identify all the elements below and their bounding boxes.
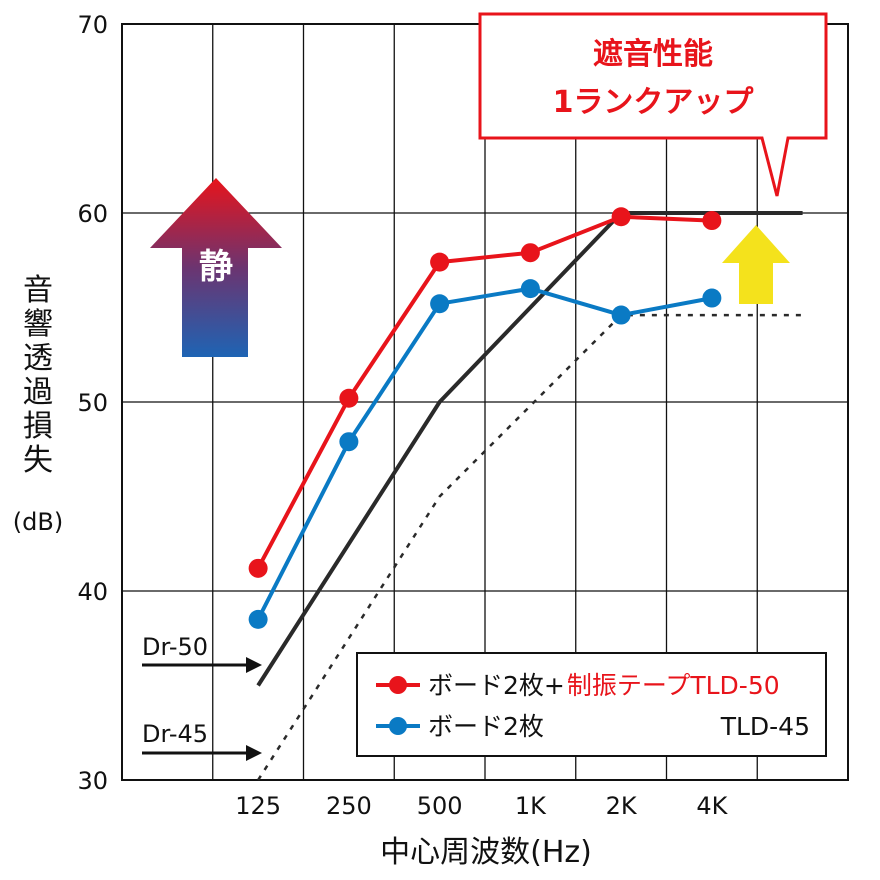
y-tick-label: 40 xyxy=(77,578,108,606)
y-axis-title-char: 響 xyxy=(23,307,53,342)
ref-label-dr50: Dr-50 xyxy=(142,633,208,661)
series-1-point xyxy=(611,305,631,325)
x-axis-title: 中心周波数(Hz) xyxy=(380,835,592,870)
series-0-point xyxy=(702,211,722,231)
series-0-point xyxy=(520,243,540,263)
series-0-point xyxy=(611,207,631,227)
x-tick-label: 1K xyxy=(515,792,547,820)
reference-curve-dr-45 xyxy=(257,313,803,781)
legend-blue-label: ボード2枚 xyxy=(428,712,544,741)
x-tick-label: 4K xyxy=(696,792,728,820)
improvement-arrow xyxy=(722,225,790,304)
callout-line-2: 1ランクアップ xyxy=(553,85,755,120)
callout: 遮音性能 1ランクアップ xyxy=(478,12,828,197)
svg-text:ボード2枚+制振テープTLD-50: ボード2枚+制振テープTLD-50 xyxy=(428,671,780,700)
series-line-0 xyxy=(256,214,712,570)
series-0-point xyxy=(430,252,450,272)
y-axis-title-char: 損 xyxy=(23,409,53,444)
ref-arrow-dr45 xyxy=(142,745,262,761)
y-tick-label: 50 xyxy=(77,389,108,417)
series-1-point xyxy=(339,432,359,452)
ref-arrow-dr50 xyxy=(142,657,262,673)
y-tick-label: 30 xyxy=(77,767,108,795)
series-0-point xyxy=(339,388,359,408)
series-1-point xyxy=(248,609,268,629)
series-0-point xyxy=(248,558,268,578)
y-axis-title-char: 透 xyxy=(23,341,53,376)
y-tick-label: 70 xyxy=(77,11,108,39)
callout-line-1: 遮音性能 xyxy=(593,37,713,72)
y-axis-title-char: 過 xyxy=(23,375,53,410)
x-tick-label: 500 xyxy=(417,792,463,820)
series xyxy=(248,207,722,629)
quiet-arrow: 静 xyxy=(150,178,282,357)
series-line-1 xyxy=(256,286,713,621)
series-1-point xyxy=(520,279,540,299)
legend-entry-blue: ボード2枚 TLD-45 xyxy=(376,712,810,741)
x-tick-label: 2K xyxy=(606,792,638,820)
legend: ボード2枚+制振テープTLD-50 ボード2枚 TLD-45 xyxy=(356,652,827,757)
series-1-point xyxy=(702,288,722,308)
x-tick-label: 250 xyxy=(326,792,372,820)
series-1-point xyxy=(430,294,450,314)
legend-blue-suffix: TLD-45 xyxy=(720,712,810,741)
y-axis-unit: (dB) xyxy=(13,508,63,536)
quiet-arrow-label: 静 xyxy=(199,247,233,287)
legend-red-prefix: ボード2枚+ xyxy=(428,671,565,700)
x-tick-label: 125 xyxy=(235,792,281,820)
y-axis-title-char: 音 xyxy=(23,273,53,308)
x-ticks: 125 250 500 1K 2K 4K xyxy=(235,792,728,820)
legend-entry-red: ボード2枚+制振テープTLD-50 xyxy=(376,671,780,700)
y-ticks: 30 40 50 60 70 xyxy=(77,11,108,795)
legend-red-highlight: 制振テープTLD-50 xyxy=(567,671,780,700)
y-axis-title-char: 失 xyxy=(23,443,53,478)
y-tick-label: 60 xyxy=(77,200,108,228)
ref-label-dr45: Dr-45 xyxy=(142,720,208,748)
